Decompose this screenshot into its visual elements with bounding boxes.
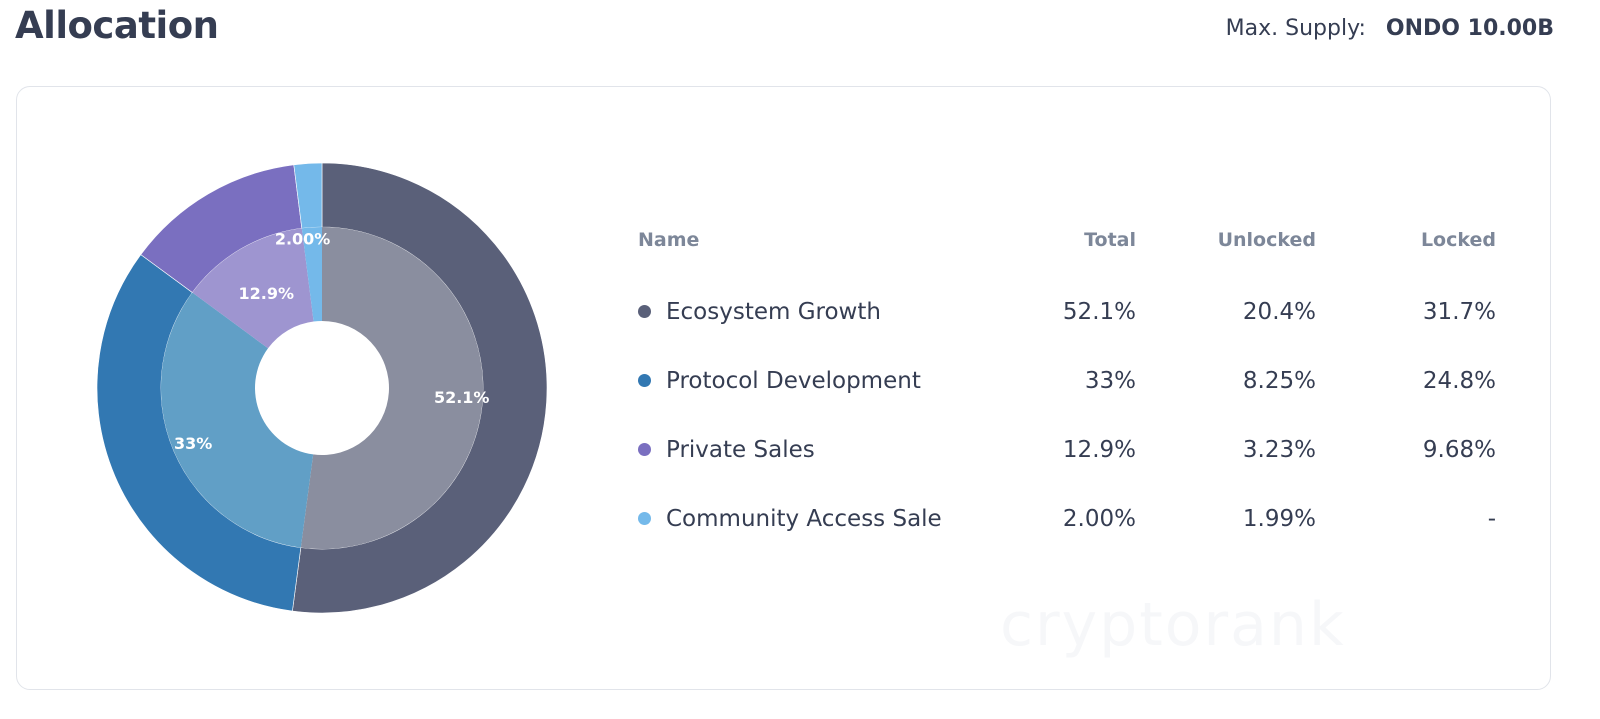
slice-label: 2.00% <box>275 229 331 248</box>
table-header: Name Total Unlocked Locked <box>638 224 1496 256</box>
slice-label: 12.9% <box>239 284 295 303</box>
header-unlocked: Unlocked <box>1217 229 1316 251</box>
row-locked: 24.8% <box>1422 367 1496 394</box>
header-locked: Locked <box>1420 229 1496 251</box>
table-body: Ecosystem Growth 52.1% 20.4% 31.7% Protoc… <box>638 277 1496 553</box>
row-unlocked: 20.4% <box>1242 298 1316 325</box>
row-total: 2.00% <box>1062 505 1136 532</box>
slice-label: 52.1% <box>434 388 490 407</box>
header-total: Total <box>1084 229 1136 251</box>
row-unlocked: 1.99% <box>1242 505 1316 532</box>
legend-dot-icon <box>638 443 651 456</box>
legend-dot-icon <box>638 512 651 525</box>
slice-inner-2[interactable] <box>192 228 314 349</box>
slice-inner-0[interactable] <box>300 227 483 549</box>
max-supply: Max. Supply: ONDO 10.00B <box>1226 16 1554 41</box>
row-name-text: Community Access Sale <box>666 505 942 532</box>
page-title: Allocation <box>15 4 219 47</box>
row-locked: 31.7% <box>1422 298 1496 325</box>
legend-dot-icon <box>638 374 651 387</box>
max-supply-value: ONDO 10.00B <box>1385 16 1554 41</box>
table-row[interactable]: Ecosystem Growth 52.1% 20.4% 31.7% <box>638 277 1496 346</box>
table-row[interactable]: Protocol Development 33% 8.25% 24.8% <box>638 346 1496 415</box>
slice-inner-1[interactable] <box>160 292 314 548</box>
row-locked: 9.68% <box>1422 436 1496 463</box>
row-name: Private Sales <box>638 437 986 463</box>
header-name: Name <box>638 229 700 251</box>
allocation-donut-chart: 52.1% 33% 12.9% 2.00% <box>96 162 548 614</box>
table-row[interactable]: Private Sales 12.9% 3.23% 9.68% <box>638 415 1496 484</box>
row-total: 33% <box>1084 367 1136 394</box>
row-name-text: Private Sales <box>666 436 815 463</box>
row-name: Protocol Development <box>638 368 986 394</box>
allocation-card <box>16 86 1551 690</box>
row-name-text: Ecosystem Growth <box>666 298 881 325</box>
row-name: Community Access Sale <box>638 506 986 532</box>
row-unlocked: 3.23% <box>1242 436 1316 463</box>
row-unlocked: 8.25% <box>1242 367 1316 394</box>
legend-dot-icon <box>638 305 651 318</box>
row-locked: - <box>1487 505 1496 532</box>
row-total: 52.1% <box>1062 298 1136 325</box>
allocation-table: Name Total Unlocked Locked Ecosystem Gro… <box>638 224 1496 553</box>
table-row[interactable]: Community Access Sale 2.00% 1.99% - <box>638 484 1496 553</box>
row-total: 12.9% <box>1062 436 1136 463</box>
slice-inner-3[interactable] <box>301 227 322 322</box>
row-name: Ecosystem Growth <box>638 299 986 325</box>
max-supply-label: Max. Supply: <box>1225 16 1366 41</box>
slice-label: 33% <box>174 434 212 453</box>
row-name-text: Protocol Development <box>666 367 921 394</box>
